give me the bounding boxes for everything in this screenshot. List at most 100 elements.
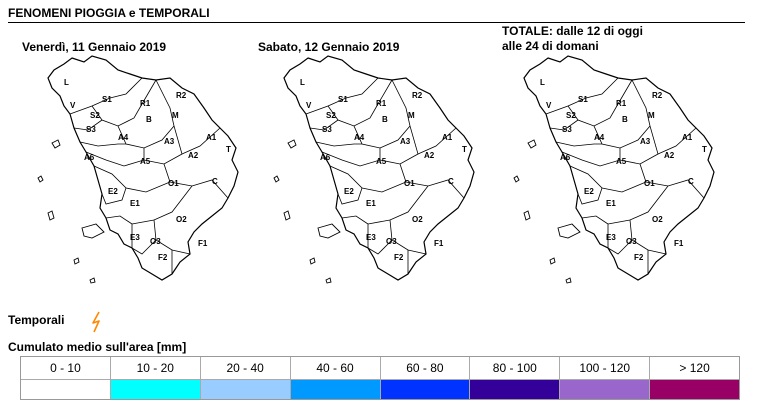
zone-label: S1 xyxy=(338,95,348,104)
island-outline xyxy=(325,277,332,284)
map-title-day1: Venerdì, 11 Gennaio 2019 xyxy=(22,40,167,54)
zone-label: O1 xyxy=(404,179,415,188)
zone-label: E3 xyxy=(606,233,616,242)
zone-label: M xyxy=(408,111,415,120)
zone-label: A2 xyxy=(188,151,199,160)
zone-label: E1 xyxy=(130,199,140,208)
rain-class-swatch xyxy=(560,380,650,399)
zone-boundary xyxy=(85,148,145,167)
zone-label: A2 xyxy=(424,151,435,160)
zone-boundary xyxy=(607,239,633,255)
zone-boundary xyxy=(91,79,157,127)
zone-label: F2 xyxy=(394,253,404,262)
zone-label: E1 xyxy=(606,199,616,208)
zone-boundary xyxy=(379,125,419,165)
zone-boundary xyxy=(367,239,393,255)
rain-class-6: 100 - 120 xyxy=(560,357,651,399)
zone-boundary xyxy=(569,165,603,205)
rain-class-label: > 120 xyxy=(650,357,739,380)
zone-label: S3 xyxy=(86,125,96,134)
island-outline xyxy=(47,210,55,221)
lightning-icon xyxy=(92,311,100,333)
zone-boundary xyxy=(315,141,362,147)
region-map: L S1 V S2 S3 R1 R2 M B A4 A3 A1 A6 A2 T A5 O1 C E2 E1 O2 E3 O3… xyxy=(513,55,715,284)
island-outline xyxy=(565,277,572,284)
zone-label: V xyxy=(306,101,312,110)
zone-label: R1 xyxy=(140,99,151,108)
zone-label: C xyxy=(688,177,694,186)
island-outline xyxy=(287,139,297,149)
region-outline xyxy=(523,55,715,281)
rain-class-swatch xyxy=(110,380,200,399)
island-outline xyxy=(513,175,520,183)
rain-class-swatch xyxy=(380,380,470,399)
zone-label: O2 xyxy=(652,215,663,224)
zone-label: A4 xyxy=(118,133,129,142)
zone-label: B xyxy=(382,115,388,124)
island-outline xyxy=(37,175,44,183)
zone-label: L xyxy=(300,78,305,87)
zone-label: T xyxy=(702,145,707,154)
zone-label: A3 xyxy=(640,137,651,146)
zone-label: L xyxy=(540,78,545,87)
zone-label: A3 xyxy=(164,137,175,146)
zone-boundary xyxy=(389,219,427,255)
zone-label: B xyxy=(146,115,152,124)
zone-label: A3 xyxy=(400,137,411,146)
zone-boundary xyxy=(619,125,659,165)
zone-label: F1 xyxy=(434,239,444,248)
zone-label: E2 xyxy=(344,187,354,196)
zone-boundary xyxy=(131,239,157,255)
zone-label: A5 xyxy=(616,157,627,166)
zone-boundary xyxy=(607,185,669,225)
zone-label: E1 xyxy=(366,199,376,208)
rain-class-swatch xyxy=(290,380,380,399)
zone-boundary xyxy=(73,119,103,131)
zone-boundary xyxy=(131,185,193,225)
zone-label: S3 xyxy=(562,125,572,134)
zone-label: E3 xyxy=(130,233,140,242)
zone-label: O2 xyxy=(412,215,423,224)
zone-boundary xyxy=(417,127,457,155)
rain-class-label: 40 - 60 xyxy=(290,357,380,380)
zone-label: A4 xyxy=(594,133,605,142)
island-outline xyxy=(73,257,80,265)
zone-label: A2 xyxy=(664,151,675,160)
island-outline xyxy=(89,277,96,284)
zone-boundary xyxy=(361,181,407,193)
legend-temporali-label: Temporali xyxy=(8,313,65,327)
zone-label: R1 xyxy=(616,99,627,108)
rain-legend-title: Cumulato medio sull'area [mm] xyxy=(8,340,187,354)
map-day1: L S1 V S2 S3 R1 R2 M B A4 A3 A1 A6 A2 T A5 O1 C E2 E1 O2 E3 O3… xyxy=(22,48,252,293)
zone-label: O3 xyxy=(626,237,637,246)
rain-class-3: 40 - 60 xyxy=(290,357,381,399)
zone-label: A4 xyxy=(354,133,365,142)
zone-label: C xyxy=(212,177,218,186)
island-outline xyxy=(523,210,531,221)
zone-label: R2 xyxy=(176,91,187,100)
zone-boundary xyxy=(69,77,143,115)
zone-label: F2 xyxy=(634,253,644,262)
zone-label: S2 xyxy=(90,111,100,120)
zone-boundary xyxy=(329,165,363,205)
rain-class-label: 80 - 100 xyxy=(470,357,560,380)
rain-class-1: 10 - 20 xyxy=(110,357,201,399)
map-title-total-line2: alle 24 di domani xyxy=(502,39,599,53)
zone-label: T xyxy=(462,145,467,154)
rain-class-4: 60 - 80 xyxy=(380,357,471,399)
island-outline xyxy=(81,223,105,239)
zone-label: A6 xyxy=(320,153,331,162)
zone-label: A1 xyxy=(206,133,217,142)
island-outline xyxy=(549,257,556,265)
zone-label: A6 xyxy=(560,153,571,162)
zone-boundary xyxy=(545,77,619,115)
map-title-day2: Sabato, 12 Gennaio 2019 xyxy=(258,40,400,54)
island-outline xyxy=(51,139,61,149)
zone-label: S1 xyxy=(102,95,112,104)
map-title-total: TOTALE: dalle 12 di oggi alle 24 di doma… xyxy=(502,24,643,54)
title-divider xyxy=(8,22,745,23)
rain-class-2: 20 - 40 xyxy=(200,357,291,399)
zone-label: O3 xyxy=(386,237,397,246)
zone-label: R2 xyxy=(412,91,423,100)
zone-label: O2 xyxy=(176,215,187,224)
